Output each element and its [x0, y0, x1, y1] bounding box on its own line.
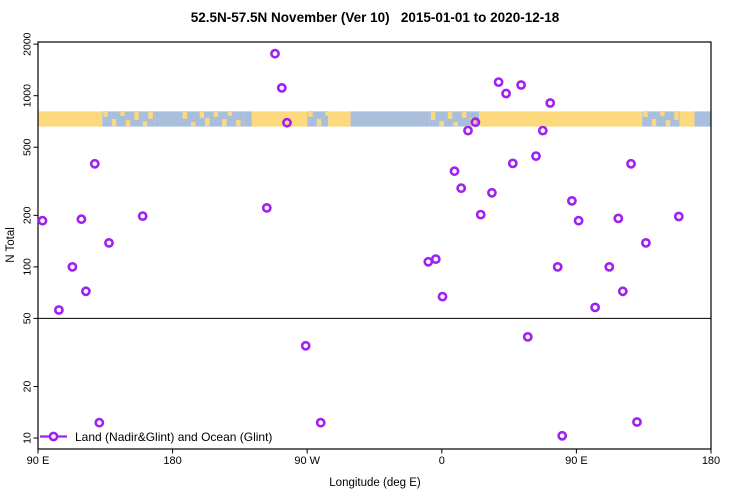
chart-title: 52.5N-57.5N November (Ver 10) 2015-01-01…: [190, 10, 560, 25]
data-point: [89, 158, 100, 169]
data-point: [626, 158, 636, 169]
x-tick-label: 180: [163, 455, 181, 467]
data-point: [516, 80, 526, 90]
data-point: [261, 202, 272, 213]
map-band: [38, 111, 711, 127]
data-point: [522, 331, 533, 342]
y-axis-title: N Total: [5, 227, 17, 263]
y-tick-label: 20: [22, 381, 34, 393]
data-point: [81, 286, 91, 297]
data-point: [557, 430, 568, 441]
data-point: [545, 98, 556, 108]
data-point: [54, 305, 64, 315]
data-point: [94, 417, 105, 428]
data-point: [423, 256, 434, 267]
data-point: [463, 125, 473, 136]
data-point: [641, 237, 651, 248]
data-point: [300, 340, 311, 351]
y-axis: 2000 1000 500 200 100 50 20 10: [22, 32, 38, 444]
x-tick-label: 90 E: [27, 455, 50, 467]
data-point: [270, 48, 280, 59]
data-point: [430, 254, 441, 264]
data-point: [37, 215, 48, 226]
legend-label: Land (Nadir&Glint) and Ocean (Glint): [75, 430, 272, 444]
data-point: [486, 187, 497, 198]
data-point: [567, 195, 577, 206]
data-point: [493, 77, 504, 87]
y-tick-label: 10: [22, 432, 34, 444]
data-point: [315, 417, 326, 428]
data-point: [604, 261, 615, 272]
y-tick-label: 500: [22, 138, 34, 156]
y-tick-label: 200: [22, 206, 34, 224]
data-point: [475, 209, 486, 220]
data-point: [470, 117, 481, 128]
data-point: [276, 83, 287, 93]
data-point: [437, 291, 448, 302]
x-tick-label: 180: [702, 455, 720, 467]
data-point: [449, 166, 460, 177]
data-point: [507, 158, 518, 169]
data-point: [673, 211, 684, 222]
data-point: [137, 211, 148, 221]
data-point: [537, 125, 548, 136]
y-tick-label: 2000: [22, 32, 34, 56]
data-point: [456, 183, 467, 194]
data-point: [76, 214, 87, 225]
legend-point-icon: [48, 431, 59, 442]
data-point: [617, 286, 628, 297]
data-point: [67, 261, 78, 272]
legend: [40, 431, 67, 442]
data-point: [590, 302, 600, 313]
y-tick-label: 50: [22, 312, 34, 324]
plot-border: [37, 41, 712, 450]
x-tick-label: 90 W: [294, 455, 320, 467]
x-axis-title: Longitude (deg E): [329, 477, 421, 489]
x-tick-label: 90 E: [565, 455, 588, 467]
data-point: [552, 261, 563, 272]
y-tick-label: 1000: [22, 84, 34, 108]
data-point: [501, 88, 511, 99]
data-point: [531, 151, 541, 161]
data-point: [282, 117, 292, 128]
y-tick-label: 100: [22, 258, 34, 276]
data-point: [613, 213, 624, 224]
data-points: [37, 48, 684, 441]
data-point: [632, 417, 642, 427]
data-point: [104, 237, 114, 248]
data-point: [573, 215, 584, 226]
x-tick-label: 0: [439, 455, 445, 467]
x-axis: 90 E 180 90 W 0 90 E 180: [27, 449, 720, 467]
